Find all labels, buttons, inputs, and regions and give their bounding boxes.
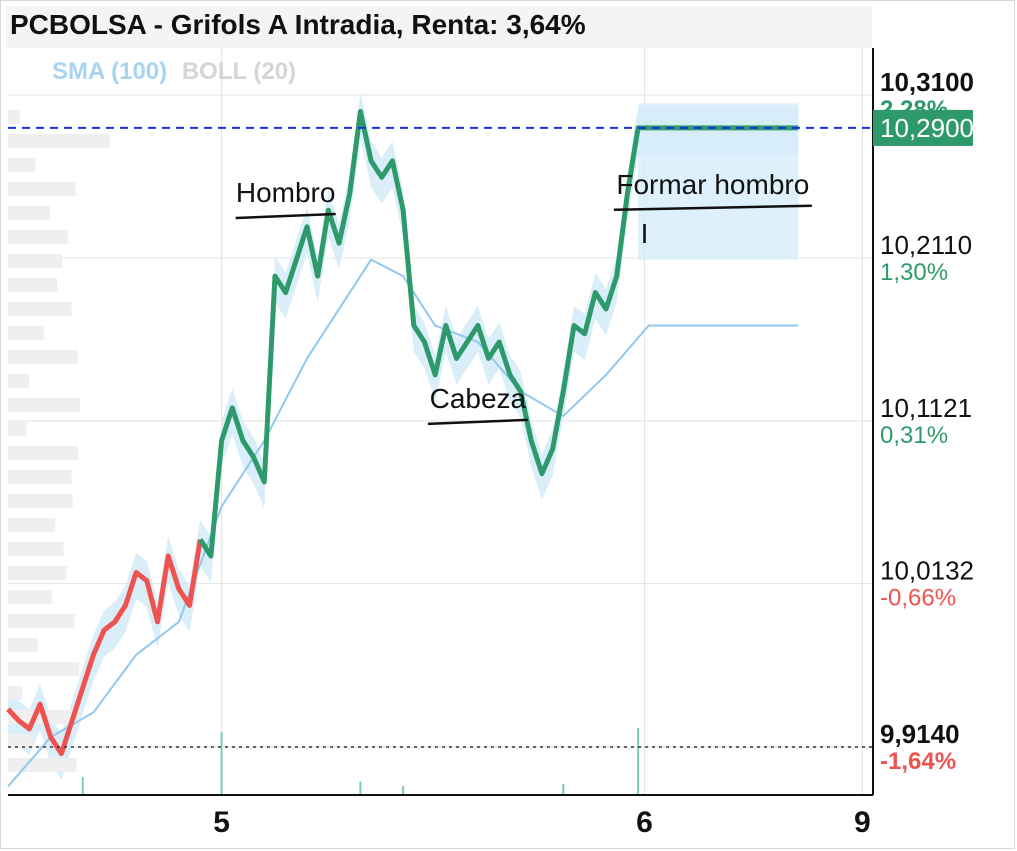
annotation-1: Cabeza — [430, 383, 527, 414]
price-path-down — [6, 539, 203, 757]
y-tick-pct-1: 1,30% — [880, 259, 948, 286]
profile-bar-10 — [8, 350, 78, 364]
annotation-underline-1 — [427, 418, 528, 426]
profile-bar-1 — [8, 134, 110, 148]
volume-bar-1 — [637, 727, 640, 795]
y-tick-label-3: 10,0132 — [880, 556, 974, 586]
annotation-2: Formar hombro — [616, 169, 809, 200]
volume-bar-2 — [81, 777, 84, 795]
legend-sma: SMA (100) — [52, 58, 168, 85]
y-tick-label-4: 9,9140 — [880, 719, 960, 749]
volume-bars — [8, 110, 640, 795]
y-tick-pct-2: 0,31% — [880, 422, 948, 449]
chart-title: PCBOLSA - Grifols A Intradia, Renta: 3,6… — [10, 9, 586, 40]
profile-bar-22 — [8, 638, 38, 652]
x-tick-label-1: 6 — [636, 806, 653, 839]
profile-bar-2 — [8, 158, 36, 172]
y-tick-label-0: 10,3100 — [880, 67, 974, 97]
annotation-underline-0 — [235, 212, 336, 220]
profile-bar-27 — [8, 758, 77, 772]
profile-bar-14 — [8, 446, 79, 460]
profile-bar-26 — [8, 734, 33, 748]
profile-bar-11 — [8, 374, 29, 388]
profile-bar-4 — [8, 206, 50, 220]
y-tick-label-2: 10,1121 — [880, 393, 972, 423]
profile-bar-17 — [8, 518, 56, 532]
profile-bar-16 — [8, 494, 73, 508]
reference-lines — [8, 126, 873, 748]
profile-bar-20 — [8, 590, 52, 604]
volume-bar-4 — [562, 783, 565, 795]
profile-bar-23 — [8, 662, 80, 676]
profile-bar-13 — [8, 422, 27, 436]
profile-bar-12 — [8, 398, 80, 412]
x-axis: 5 6 9 — [8, 794, 873, 839]
x-tick-label-2: 9 — [854, 806, 871, 839]
sma-line — [7, 258, 799, 788]
profile-bar-9 — [8, 326, 44, 340]
annotation-3: I — [641, 218, 649, 249]
legend: SMA (100) BOLL (20) — [52, 58, 296, 86]
annotation-0: Hombro — [236, 177, 336, 208]
y-tick-pct-3: -0,66% — [880, 585, 956, 612]
profile-bar-24 — [8, 686, 23, 700]
y-tick-label-1: 10,2110 — [880, 230, 972, 260]
profile-bar-15 — [8, 470, 72, 484]
price-line — [6, 108, 799, 757]
annotation-underline-2 — [613, 204, 812, 212]
profile-bar-18 — [8, 542, 64, 556]
volume-bar-3 — [359, 781, 362, 795]
profile-bar-6 — [8, 254, 62, 268]
x-tick-label-0: 5 — [213, 806, 230, 839]
profile-bar-5 — [8, 230, 68, 244]
profile-bar-0 — [8, 110, 20, 124]
profile-bar-8 — [8, 302, 72, 316]
profile-bar-7 — [8, 278, 58, 292]
profile-bar-19 — [8, 566, 67, 580]
price-path-up — [198, 108, 799, 559]
title-background — [6, 6, 872, 48]
volume-bar-5 — [402, 786, 405, 795]
legend-boll: BOLL (20) — [181, 58, 297, 85]
y-tick-pct-4: -1,64% — [880, 748, 956, 775]
volume-bar-0 — [220, 732, 223, 795]
y-axis: 10,31002,28%10,21101,30%10,11210,31%10,0… — [872, 48, 974, 795]
annotations: Hombro Cabeza Formar hombro I — [235, 169, 812, 426]
last-price-tag — [873, 109, 973, 146]
last-price-label: 10,2900 — [880, 113, 974, 143]
profile-bar-21 — [8, 614, 75, 628]
profile-bar-3 — [8, 182, 76, 196]
sma-path — [7, 258, 799, 788]
